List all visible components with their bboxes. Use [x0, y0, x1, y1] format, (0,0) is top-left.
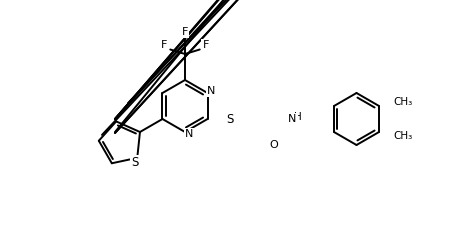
- Text: N: N: [184, 129, 193, 139]
- Text: N: N: [207, 86, 215, 96]
- Text: S: S: [131, 156, 138, 169]
- Text: F: F: [202, 40, 208, 51]
- Text: F: F: [161, 40, 167, 51]
- Text: O: O: [268, 140, 277, 150]
- Text: CH₃: CH₃: [393, 131, 412, 141]
- Text: S: S: [226, 113, 233, 125]
- Text: H: H: [293, 112, 301, 122]
- Text: N: N: [288, 114, 296, 124]
- Text: CH₃: CH₃: [393, 97, 412, 107]
- Text: F: F: [181, 27, 188, 37]
